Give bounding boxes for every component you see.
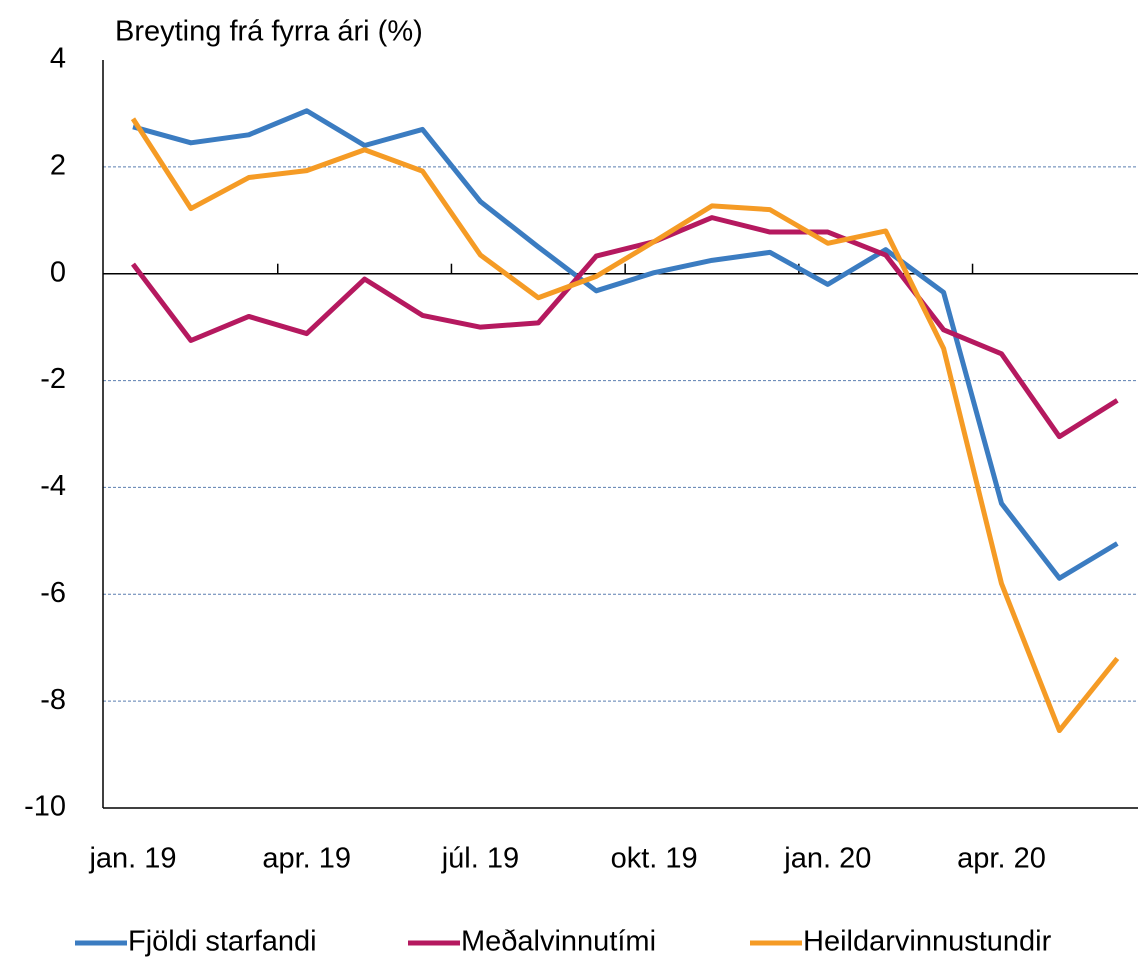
- y-tick-label: -8: [40, 684, 66, 716]
- series-line: [130, 117, 1120, 734]
- y-tick-label: -4: [40, 470, 66, 502]
- y-tick-label: -2: [40, 363, 66, 395]
- y-tick-label: 4: [50, 43, 66, 75]
- legend-label: Heildarvinnustundir: [803, 926, 1052, 958]
- y-tick-label: -10: [24, 791, 66, 823]
- legend-label: Meðalvinnutími: [461, 926, 656, 958]
- x-tick-label: júl. 19: [441, 843, 519, 875]
- x-tick-label: apr. 19: [262, 843, 351, 875]
- legend-label: Fjöldi starfandi: [128, 926, 317, 958]
- x-tick-label: okt. 19: [611, 843, 698, 875]
- x-tick-label: jan. 19: [88, 843, 176, 875]
- series-line: [131, 215, 1119, 440]
- y-tick-label: 0: [50, 256, 66, 288]
- y-tick-label: 2: [50, 150, 66, 182]
- y-tick-label: -6: [40, 577, 66, 609]
- y-axis-title: Breyting frá fyrra ári (%): [115, 16, 423, 48]
- series-line: [132, 108, 1119, 581]
- x-tick-label: apr. 20: [957, 843, 1046, 875]
- x-tick-label: jan. 20: [783, 843, 871, 875]
